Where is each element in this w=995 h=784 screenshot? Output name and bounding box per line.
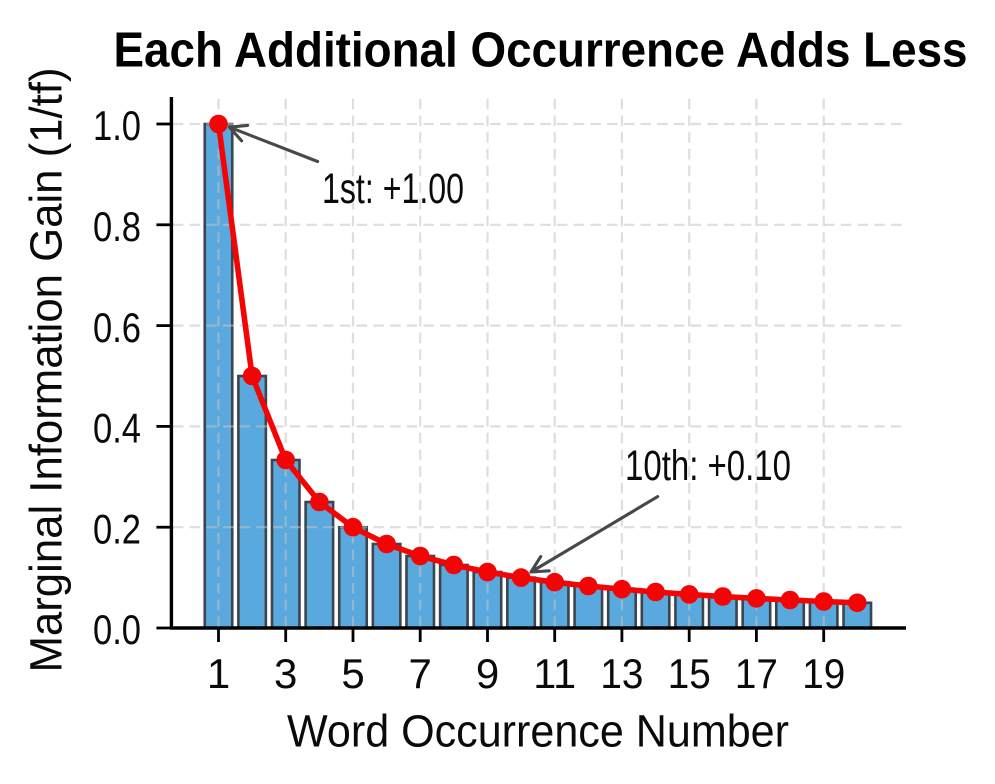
svg-text:9: 9 <box>476 650 499 697</box>
svg-text:1.0: 1.0 <box>93 102 141 149</box>
svg-text:19: 19 <box>802 650 845 697</box>
svg-text:0.0: 0.0 <box>93 606 141 653</box>
svg-text:Each Additional Occurrence Add: Each Additional Occurrence Adds Less <box>114 23 968 78</box>
svg-text:10th: +0.10: 10th: +0.10 <box>625 443 791 490</box>
svg-text:13: 13 <box>600 650 643 697</box>
svg-text:11: 11 <box>533 650 576 697</box>
svg-text:0.4: 0.4 <box>93 405 141 452</box>
svg-text:1: 1 <box>207 650 230 697</box>
svg-text:5: 5 <box>341 650 364 697</box>
svg-text:15: 15 <box>668 650 711 697</box>
svg-text:17: 17 <box>735 650 778 697</box>
svg-text:0.8: 0.8 <box>93 203 141 250</box>
svg-text:Word Occurrence Number: Word Occurrence Number <box>287 706 789 757</box>
svg-text:0.6: 0.6 <box>93 304 141 351</box>
svg-text:Marginal Information Gain (1/t: Marginal Information Gain (1/tf) <box>21 68 72 673</box>
svg-text:0.2: 0.2 <box>93 505 141 552</box>
svg-text:1st: +1.00: 1st: +1.00 <box>322 166 464 213</box>
svg-text:3: 3 <box>274 650 297 697</box>
svg-text:7: 7 <box>409 650 432 697</box>
